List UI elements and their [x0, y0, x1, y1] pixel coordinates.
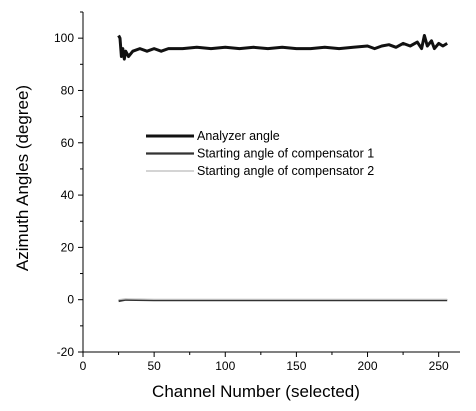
- x-axis-title: Channel Number (selected): [152, 382, 360, 401]
- y-tick-label: 40: [61, 188, 75, 202]
- series-line-2: [118, 298, 448, 303]
- x-tick-label: 250: [429, 359, 449, 373]
- legend-label-3: Starting angle of compensator 2: [197, 164, 374, 178]
- y-tick-label: 0: [67, 293, 74, 307]
- legend-label-2: Starting angle of compensator 1: [197, 147, 374, 161]
- y-axis-title: Azimuth Angles (degree): [13, 85, 32, 271]
- series-layer: [117, 34, 448, 303]
- y-tick-label: 20: [61, 240, 75, 254]
- x-tick-label: 150: [286, 359, 306, 373]
- x-tick-label: 100: [215, 359, 235, 373]
- x-tick-label: 0: [80, 359, 87, 373]
- y-tick-label: 60: [61, 136, 75, 150]
- series-line-1: [117, 34, 448, 61]
- axes: 0 50 100 150 200 250 -20 0 20 40 60 80 100: [54, 11, 460, 373]
- series-line-3: [118, 298, 448, 301]
- x-tick-label: 50: [147, 359, 161, 373]
- legend: Analyzer angle Starting angle of compensa…: [146, 129, 374, 178]
- y-tick-label: 80: [61, 83, 75, 97]
- legend-label-1: Analyzer angle: [197, 129, 280, 143]
- y-tick-label: -20: [57, 345, 75, 359]
- x-tick-label: 200: [358, 359, 378, 373]
- y-tick-label: 100: [54, 31, 74, 45]
